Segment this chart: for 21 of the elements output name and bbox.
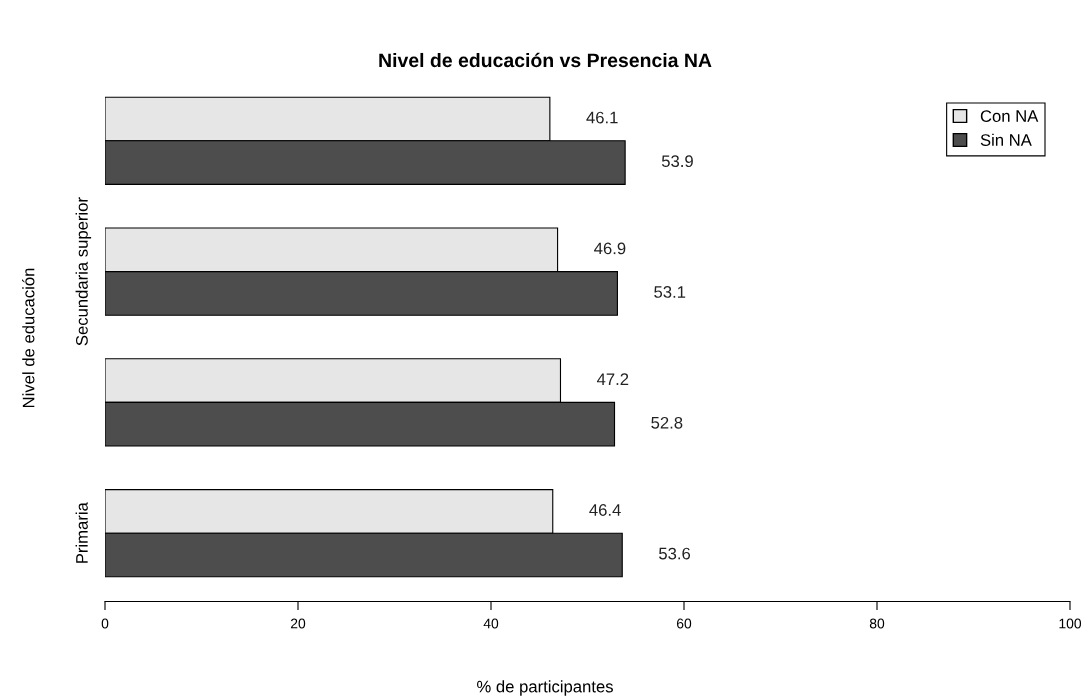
y-axis-title: Nivel de educación (22, 268, 35, 408)
y-tick-label: Primaria (75, 502, 88, 563)
x-axis-title: % de participantes (477, 680, 613, 696)
legend-label: Sin NA (980, 133, 1032, 146)
data-label: 52.8 (651, 416, 683, 429)
x-tick-label: 80 (869, 618, 885, 629)
x-tick-label: 40 (483, 618, 499, 629)
y-tick-label: Secundaria superior (75, 197, 92, 346)
data-label: 46.9 (594, 242, 626, 255)
data-label: 53.6 (659, 547, 691, 560)
data-label: 46.4 (589, 504, 621, 516)
data-label: 47.2 (596, 373, 629, 385)
data-label: 53.9 (661, 155, 693, 168)
data-label: 46.1 (586, 111, 618, 124)
x-tick-label: 100 (1059, 618, 1082, 629)
legend-label: Con NA (980, 110, 1039, 122)
chart-title: Nivel de educación vs Presencia NA (379, 52, 712, 68)
x-tick-label: 0 (101, 618, 109, 629)
data-label: 53.1 (654, 286, 686, 298)
x-tick-label: 20 (290, 618, 306, 629)
x-tick-label: 60 (676, 618, 692, 629)
